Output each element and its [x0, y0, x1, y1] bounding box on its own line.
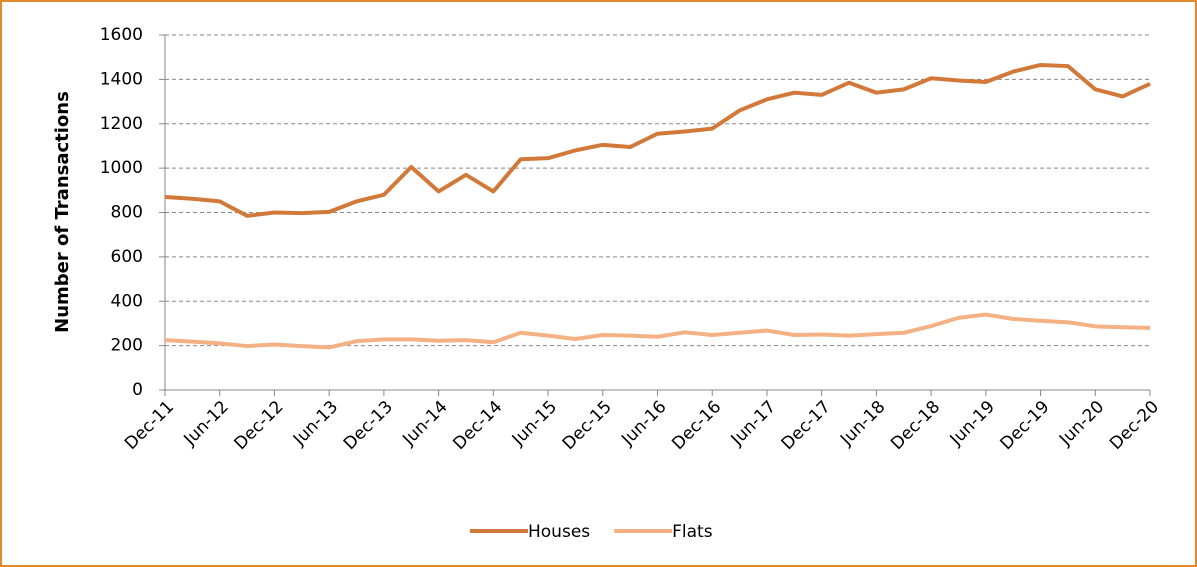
series-line	[164, 312, 1151, 350]
y-tick-label: 600	[111, 247, 143, 267]
legend-label: Flats	[672, 522, 713, 542]
y-tick-label: 1000	[100, 158, 143, 178]
series-line	[164, 62, 1151, 218]
y-tick-label: 400	[111, 291, 143, 311]
y-tick-label: 200	[111, 336, 143, 356]
y-tick-label: 800	[111, 203, 143, 223]
y-tick-label: 1400	[100, 69, 143, 89]
y-axis-label: Number of Transactions	[52, 91, 73, 333]
y-tick-label: 0	[132, 380, 143, 400]
y-tick-label: 1600	[100, 25, 143, 45]
y-tick-label: 1200	[100, 114, 143, 134]
legend-label: Houses	[528, 522, 590, 542]
